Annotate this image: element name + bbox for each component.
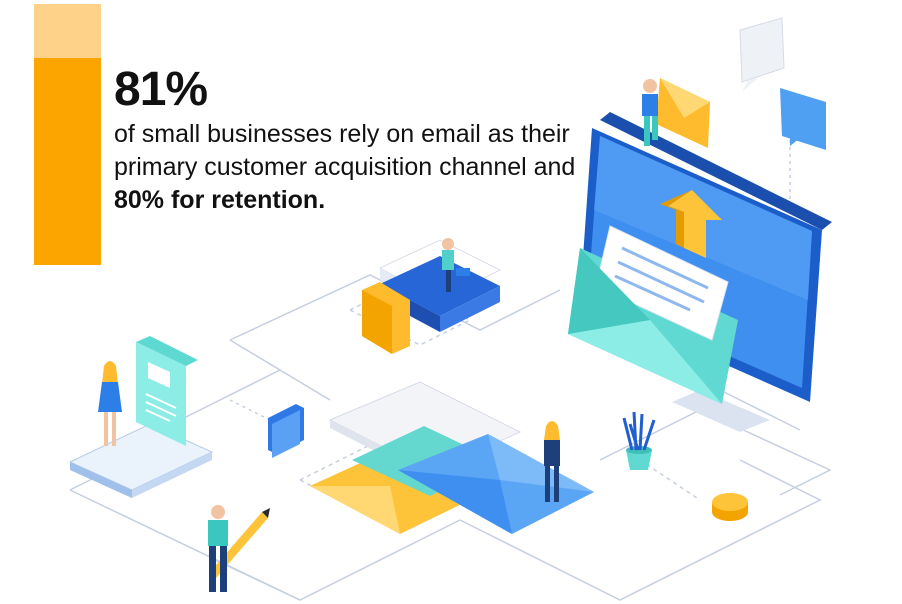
body-text-main: of small businesses rely on email as the… xyxy=(114,120,576,181)
stat-accent-bar-top xyxy=(34,4,101,58)
body-text-emphasis: 80% for retention. xyxy=(114,186,326,214)
stat-accent-bar xyxy=(34,4,101,265)
person-icon xyxy=(442,238,470,292)
person-icon xyxy=(98,361,122,446)
person-icon xyxy=(208,505,228,592)
stat-accent-bar-main xyxy=(34,58,101,265)
body-text: of small businesses rely on email as the… xyxy=(114,118,584,217)
person-icon xyxy=(642,79,658,146)
headline-stat: 81% xyxy=(114,63,208,116)
person-icon xyxy=(544,421,560,502)
chat-bubble-icon xyxy=(739,17,826,150)
tablet-icon xyxy=(68,336,214,498)
upload-arrow-icon xyxy=(660,190,722,258)
books-icon xyxy=(362,239,502,354)
folder-icon xyxy=(268,404,304,458)
envelope-icon xyxy=(568,225,738,404)
flat-envelopes-icon xyxy=(310,381,594,534)
small-envelope-icon xyxy=(656,78,710,148)
coin-icon xyxy=(712,493,748,521)
plant-icon xyxy=(622,411,656,470)
